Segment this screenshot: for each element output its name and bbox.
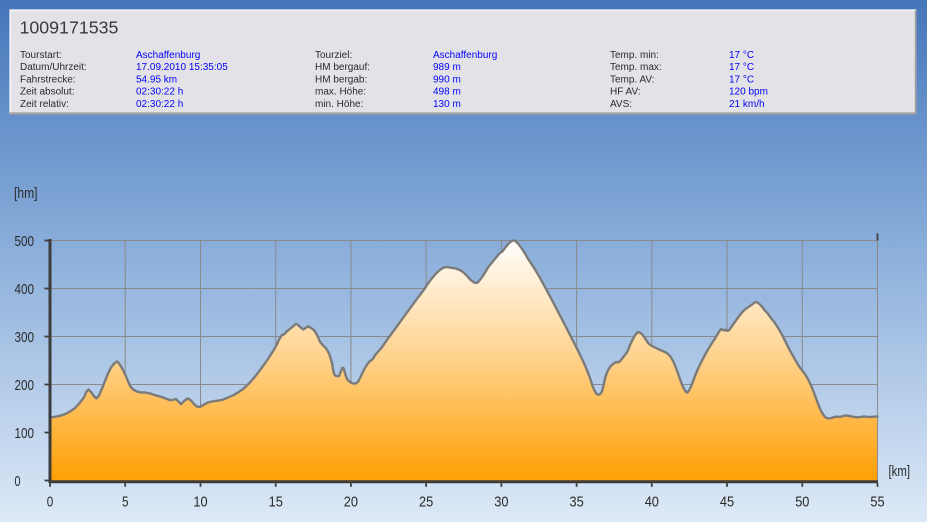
svg-text:500: 500 [15, 233, 35, 250]
svg-text:25: 25 [419, 493, 433, 510]
svg-text:17 °C: 17 °C [729, 50, 754, 61]
svg-text:0: 0 [15, 473, 21, 490]
svg-text:989 m: 989 m [433, 62, 461, 73]
svg-text:Temp. AV:: Temp. AV: [610, 74, 654, 85]
svg-text:498 m: 498 m [433, 87, 461, 98]
svg-text:21 km/h: 21 km/h [729, 99, 765, 110]
svg-text:Temp. max:: Temp. max: [610, 62, 662, 73]
svg-text:10: 10 [193, 493, 207, 510]
svg-text:20: 20 [344, 493, 358, 510]
svg-text:55: 55 [870, 493, 884, 510]
svg-text:990 m: 990 m [433, 74, 461, 85]
svg-text:min. Höhe:: min. Höhe: [315, 99, 363, 110]
svg-text:max. Höhe:: max. Höhe: [315, 87, 366, 98]
svg-text:Aschaffenburg: Aschaffenburg [433, 50, 497, 61]
svg-text:[hm]: [hm] [14, 185, 38, 202]
svg-text:HM bergauf:: HM bergauf: [315, 62, 370, 73]
svg-text:0: 0 [47, 493, 54, 510]
svg-text:50: 50 [795, 493, 809, 510]
svg-text:120 bpm: 120 bpm [729, 87, 768, 98]
svg-text:HM bergab:: HM bergab: [315, 74, 367, 85]
svg-text:200: 200 [15, 377, 35, 394]
svg-text:400: 400 [15, 281, 35, 298]
svg-text:100: 100 [15, 425, 35, 442]
svg-text:02:30:22 h: 02:30:22 h [136, 87, 183, 98]
svg-text:15: 15 [269, 493, 283, 510]
svg-text:Tourziel:: Tourziel: [315, 50, 352, 61]
svg-text:54.95 km: 54.95 km [136, 74, 177, 85]
svg-text:40: 40 [645, 493, 659, 510]
svg-text:130 m: 130 m [433, 99, 461, 110]
svg-text:35: 35 [570, 493, 584, 510]
svg-text:17.09.2010 15:35:05: 17.09.2010 15:35:05 [136, 62, 228, 73]
svg-text:HF AV:: HF AV: [610, 87, 641, 98]
svg-text:1009171535: 1009171535 [20, 18, 119, 38]
svg-text:Zeit absolut:: Zeit absolut: [20, 87, 74, 98]
svg-text:Zeit relativ:: Zeit relativ: [20, 99, 69, 110]
svg-text:Datum/Uhrzeit:: Datum/Uhrzeit: [20, 62, 87, 73]
svg-text:17 °C: 17 °C [729, 74, 754, 85]
svg-text:[km]: [km] [889, 463, 911, 480]
svg-text:Tourstart:: Tourstart: [20, 50, 62, 61]
svg-text:5: 5 [122, 493, 129, 510]
svg-text:Fahrstrecke:: Fahrstrecke: [20, 74, 76, 85]
svg-text:02:30:22 h: 02:30:22 h [136, 99, 183, 110]
svg-text:Aschaffenburg: Aschaffenburg [136, 50, 200, 61]
svg-text:AVS:: AVS: [610, 99, 632, 110]
svg-text:45: 45 [720, 493, 734, 510]
svg-text:300: 300 [15, 329, 35, 346]
svg-text:Temp. min:: Temp. min: [610, 50, 659, 61]
svg-text:17 °C: 17 °C [729, 62, 754, 73]
svg-text:30: 30 [494, 493, 508, 510]
